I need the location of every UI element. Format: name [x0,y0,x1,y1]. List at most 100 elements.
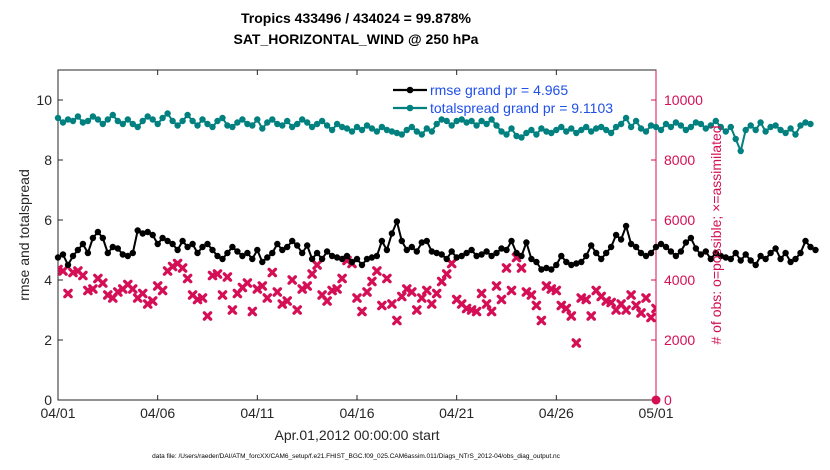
rmse-point [104,249,112,257]
rmse-point [189,240,196,248]
rmse-point [179,237,186,245]
y2-tick-label: 6000 [664,212,695,228]
obs-assimilated-point [282,296,292,306]
totalspread-point [737,147,744,155]
rmse-point [353,255,361,263]
rmse-point [802,237,809,245]
totalspread-point [433,120,440,128]
rmse-series [54,218,819,273]
obs-assimilated-point [486,306,497,317]
totalspread-point [393,129,401,137]
totalspread-point [204,120,211,128]
rmse-point [468,246,475,254]
rmse-point [483,248,490,255]
chart-subtitle: SAT_HORIZONTAL_WIND @ 250 hPa [234,31,479,47]
totalspread-point [642,128,650,135]
y-tick-label: 0 [44,392,52,408]
rmse-point [453,254,460,261]
y2-tick-label: 0 [664,392,672,408]
obs-assimilated-point [197,293,208,303]
totalspread-point [124,116,131,123]
obs-assimilated-point [372,266,382,276]
obs-assimilated-point [242,278,253,288]
totalspread-point [358,126,366,134]
rmse-point [642,252,650,260]
rmse-point [89,234,97,242]
totalspread-point [169,117,176,125]
totalspread-point [762,128,769,135]
obs-assimilated-point [352,293,362,303]
totalspread-point [578,126,585,134]
rmse-point [573,260,580,267]
rmse-point [59,251,67,258]
obs-assimilated-point [506,285,517,296]
totalspread-point [453,117,460,125]
totalspread-point [732,135,739,143]
rmse-point [777,255,784,263]
totalspread-point [373,128,381,135]
totalspread-point [313,120,321,128]
rmse-point [109,243,117,251]
obs-assimilated-point [812,290,818,296]
obs-assimilated-point [217,290,228,300]
obs-assimilated-point [312,260,322,270]
rmse-point [318,255,326,263]
obs-assimilated-point [412,305,422,315]
rmse-point [732,249,739,257]
totalspread-point [458,116,465,123]
rmse-point [244,249,251,257]
obs-assimilated-point [177,263,188,273]
obs-assimilated-point [631,300,641,311]
rmse-point [418,239,425,246]
rmse-point [313,249,321,257]
obs-assimilated-point [272,287,283,297]
totalspread-point [637,125,645,132]
obs-assimilated-point [688,295,694,301]
totalspread-point [249,122,256,129]
rmse-point [299,249,306,257]
obs-assimilated-point [663,290,669,296]
totalspread-point [632,117,640,125]
totalspread-point [184,111,191,119]
obs-assimilated-point [626,290,636,300]
obs-assimilated-point [332,284,342,294]
rmse-point [787,258,794,266]
obs-possible-series [651,395,661,405]
totalspread-point [368,125,376,132]
rmse-point [249,255,256,263]
rmse-point [463,249,470,257]
obs-assimilated-point [728,298,735,304]
totalspread-point [488,116,495,123]
rmse-point [617,236,625,243]
rmse-point [328,252,336,260]
rmse-point [543,264,550,272]
rmse-point [667,248,675,255]
rmse-point [428,248,435,255]
totalspread-point [164,110,171,117]
obs-assimilated-point [551,285,562,296]
totalspread-point [408,123,415,131]
rmse-point [752,261,759,269]
obs-assimilated-point [302,281,312,291]
y-tick-label: 8 [44,152,52,168]
rmse-point [144,228,151,236]
rmse-point [578,258,585,266]
obs-assimilated-point [446,258,457,269]
obs-assimilated-point [247,306,258,317]
totalspread-point [518,134,525,141]
rmse-point [533,258,540,266]
totalspread-point [129,120,136,128]
rmse-point [84,249,92,257]
rmse-point [757,252,764,260]
obs-assimilated-point [392,315,402,326]
legend-totalspread-label: totalspread grand pr = 9.1103 [430,100,613,116]
obs-assimilated-point [257,281,268,291]
rmse-point [583,252,590,260]
x-axis-label: Apr.01,2012 00:00:00 start [274,427,439,443]
obs-possible-point [651,395,661,405]
rmse-point [603,249,610,257]
totalspread-point [782,129,789,137]
totalspread-point [742,126,749,134]
rmse-point [64,261,72,269]
